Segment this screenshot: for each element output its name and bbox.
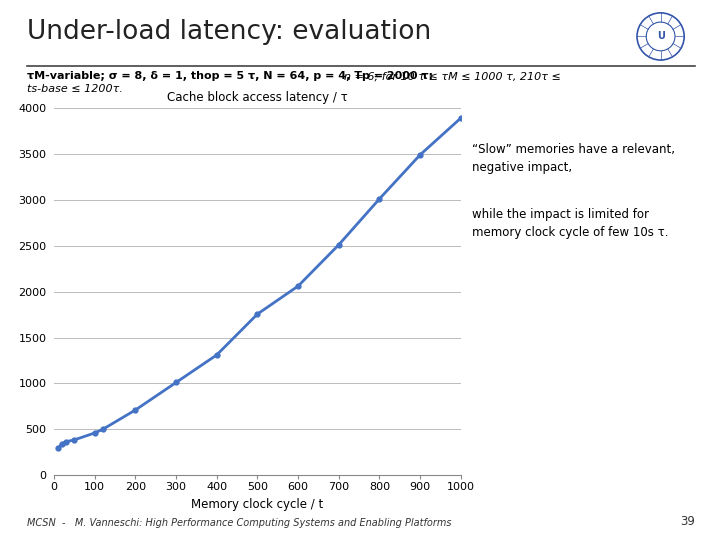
Text: MCSN  -   M. Vanneschi: High Performance Computing Systems and Enabling Platform: MCSN - M. Vanneschi: High Performance Co… [27,518,452,528]
X-axis label: Memory clock cycle / t: Memory clock cycle / t [192,498,323,511]
Text: Under-load latency: evaluation: Under-load latency: evaluation [27,19,431,45]
Text: U: U [657,31,665,42]
Text: n = 6; for 10 τ ≤ τM ≤ 1000 τ, 210τ ≤: n = 6; for 10 τ ≤ τM ≤ 1000 τ, 210τ ≤ [344,71,561,82]
Title: Cache block access latency / τ: Cache block access latency / τ [167,91,348,104]
Text: ts-base ≤ 1200τ.: ts-base ≤ 1200τ. [27,84,123,94]
Text: 39: 39 [680,515,695,528]
Text: while the impact is limited for
memory clock cycle of few 10s τ.: while the impact is limited for memory c… [472,208,668,239]
Text: “Slow” memories have a relevant,
negative impact,: “Slow” memories have a relevant, negativ… [472,143,675,174]
Text: τM-variable; σ = 8, δ = 1, thop = 5 τ, N = 64, p = 4, Tp = 2000 τ:: τM-variable; σ = 8, δ = 1, thop = 5 τ, N… [27,71,433,82]
